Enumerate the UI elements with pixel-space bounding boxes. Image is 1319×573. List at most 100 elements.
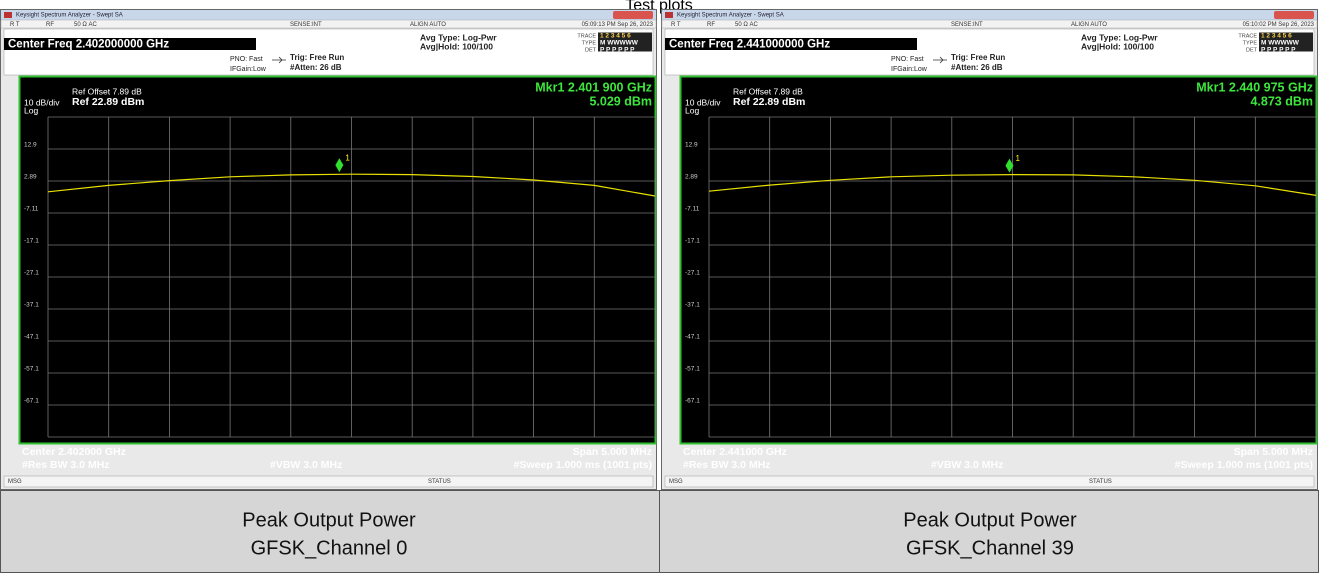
vbw: #VBW 3.0 MHz [270, 459, 342, 471]
screen [679, 75, 1318, 445]
status-item: 05:10:02 PM Sep 26, 2023 [1243, 22, 1315, 28]
title-bar [662, 10, 1317, 20]
center-freq: Center Freq 2.441000000 GHz [669, 39, 830, 51]
y-tick-label: -37.1 [24, 302, 39, 309]
span: Span 5.000 MHz [1234, 446, 1313, 458]
center-freq-box [665, 38, 917, 50]
trace-row: 1 2 3 4 5 6 [600, 33, 631, 40]
marker [335, 158, 344, 173]
screen [18, 75, 657, 445]
y-tick-label: -17.1 [685, 238, 700, 245]
window-buttons [1274, 11, 1314, 19]
status-item: SENSE:INT [951, 22, 983, 28]
header-area [3, 28, 654, 76]
center: Center 2.402000 GHz [22, 446, 126, 458]
caption-line: Peak Output Power [903, 509, 1077, 531]
y-tick-label: -67.1 [24, 398, 39, 405]
trigger-arrow [272, 56, 286, 64]
ref-level: Ref 22.89 dBm [733, 96, 805, 108]
setting: PNO: Fast [891, 56, 924, 63]
trace-header: DET [1246, 47, 1258, 53]
analyzer-screenshot: Keysight Spectrum Analyzer - Swept SA R T… [661, 9, 1318, 490]
setting: PNO: Fast [230, 56, 263, 63]
status-item: SENSE:INT [290, 22, 322, 28]
status-item: 50 Ω AC [735, 22, 758, 28]
marker-name: 1 [345, 153, 350, 162]
status-item: 05:09:13 PM Sep 26, 2023 [582, 22, 654, 28]
y-tick-label: -57.1 [685, 366, 700, 373]
setting: #Atten: 26 dB [951, 63, 1003, 72]
res-bw: #Res BW 3.0 MHz [683, 459, 771, 471]
scale: 10 dB/div [685, 97, 721, 107]
app-icon [665, 12, 673, 18]
y-tick-label: 2.89 [24, 174, 37, 181]
scale-type: Log [24, 105, 38, 115]
y-tick-label: -47.1 [24, 334, 39, 341]
trigger-arrow [933, 56, 947, 64]
trace-box [598, 32, 652, 52]
status-item: 50 Ω AC [74, 22, 97, 28]
ref-offset: Ref Offset 7.89 dB [72, 86, 142, 96]
y-tick-label: 12.9 [685, 142, 698, 149]
setting: Avg|Hold: 100/100 [420, 41, 493, 51]
center-freq: Center Freq 2.402000000 GHz [8, 39, 169, 51]
y-tick-label: -37.1 [685, 302, 700, 309]
msg: MSG [669, 479, 683, 485]
ref-level: Ref 22.89 dBm [72, 96, 144, 108]
window-buttons [613, 11, 653, 19]
msg-bar [3, 475, 654, 488]
title-bar [1, 10, 656, 20]
marker-label: Mkr1 2.401 900 GHz [535, 80, 652, 94]
msg-bar [664, 475, 1315, 488]
caption-line: Peak Output Power [242, 509, 416, 531]
y-tick-label: 2.89 [685, 174, 698, 181]
span: Span 5.000 MHz [573, 446, 652, 458]
marker [1005, 158, 1014, 173]
trace-row: M WWWWW [1261, 40, 1300, 47]
marker-label: Mkr1 2.440 975 GHz [1196, 80, 1313, 94]
trace-row: 1 2 3 4 5 6 [1261, 33, 1292, 40]
caption-line: GFSK_Channel 39 [906, 537, 1074, 559]
status-item: R T [10, 22, 20, 28]
status: STATUS [428, 479, 451, 485]
setting: Trig: Free Run [290, 53, 344, 62]
y-tick-label: -57.1 [24, 366, 39, 373]
y-tick-label: -67.1 [685, 398, 700, 405]
status-item: RF [46, 22, 54, 28]
trace-header: TYPE [582, 40, 597, 46]
scale-type: Log [685, 105, 699, 115]
y-tick-label: -27.1 [685, 270, 700, 277]
marker-value: 5.029 dBm [589, 94, 652, 108]
setting: Trig: Free Run [951, 53, 1005, 62]
setting: #Atten: 26 dB [290, 63, 342, 72]
status-row [661, 19, 1318, 29]
setting: IFGain:Low [230, 66, 267, 73]
marker-name: 1 [1015, 154, 1020, 163]
res-bw: #Res BW 3.0 MHz [22, 459, 110, 471]
analyzer-screenshot: Keysight Spectrum Analyzer - Swept SA R T… [0, 9, 657, 490]
caption-line: GFSK_Channel 0 [251, 537, 408, 559]
status-row [0, 19, 657, 29]
sweep: #Sweep 1.000 ms (1001 pts) [1175, 459, 1313, 471]
y-tick-label: -17.1 [24, 238, 39, 245]
y-tick-label: -47.1 [685, 334, 700, 341]
y-tick-label: -27.1 [24, 270, 39, 277]
status-item: R T [671, 22, 681, 28]
trace-header: TRACE [1238, 33, 1257, 39]
status-item: ALIGN AUTO [410, 22, 446, 28]
vbw: #VBW 3.0 MHz [931, 459, 1003, 471]
trace-box [1259, 32, 1313, 52]
window-title: Keysight Spectrum Analyzer - Swept SA [677, 13, 784, 19]
y-tick-label: 12.9 [24, 142, 37, 149]
center-freq-box [4, 38, 256, 50]
ref-offset: Ref Offset 7.89 dB [733, 86, 803, 96]
trace-header: DET [585, 47, 597, 53]
setting: Avg Type: Log-Pwr [1081, 32, 1158, 42]
marker-value: 4.873 dBm [1250, 94, 1313, 108]
trace [47, 173, 656, 197]
center: Center 2.441000 GHz [683, 446, 787, 458]
app-icon [4, 12, 12, 18]
setting: IFGain:Low [891, 66, 928, 73]
status-item: ALIGN AUTO [1071, 22, 1107, 28]
msg: MSG [8, 479, 22, 485]
